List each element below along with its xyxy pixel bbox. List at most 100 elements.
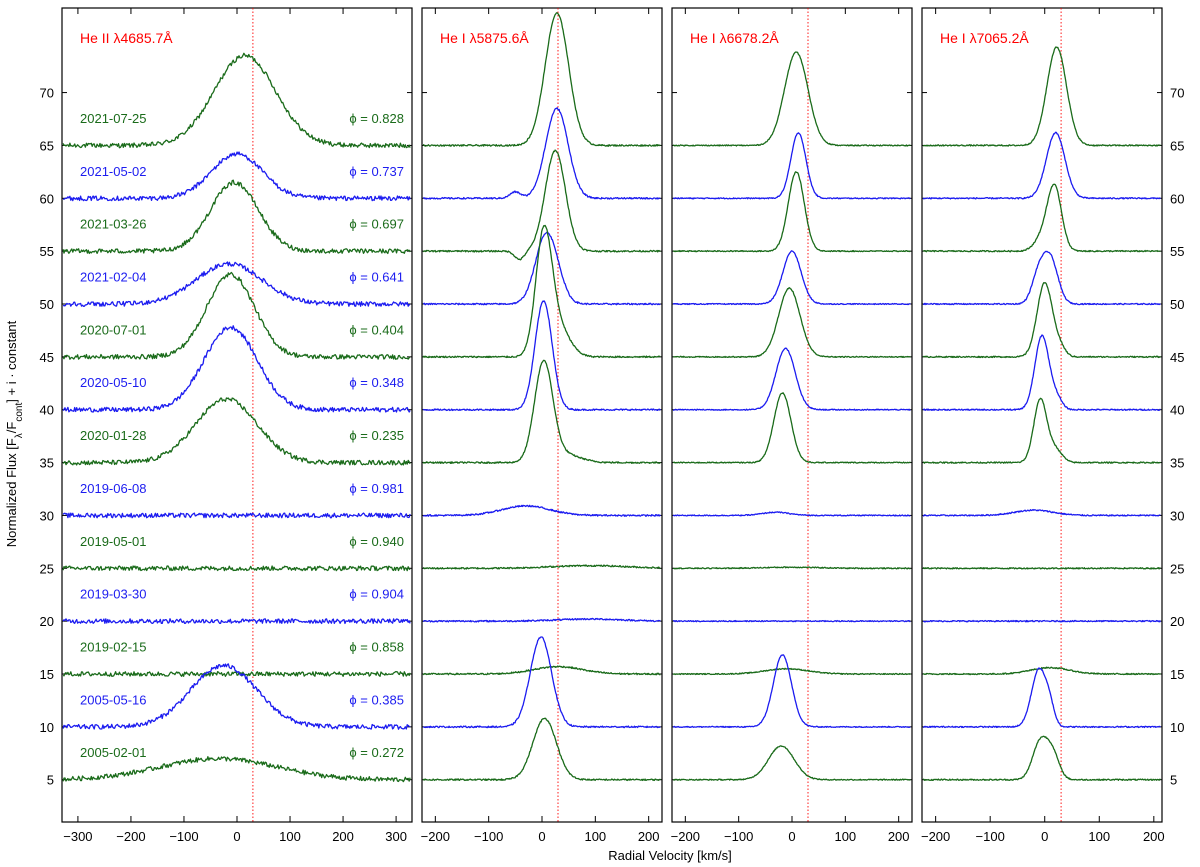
spectrum-line — [62, 179, 411, 255]
spectrum-line — [62, 618, 411, 625]
spectrum-line — [62, 271, 411, 360]
phase-label: ϕ = 0.737 — [349, 164, 404, 179]
y-tick-label-right: 55 — [1170, 244, 1184, 259]
date-label: 2021-02-04 — [80, 270, 147, 285]
y-tick-label-right: 45 — [1170, 350, 1184, 365]
y-tick-label: 45 — [40, 350, 54, 365]
phase-label: ϕ = 0.904 — [349, 587, 404, 602]
y-axis-label: Normalized Flux [Fλ/Fcont] + i · constan… — [4, 320, 25, 547]
spectrum-line — [422, 224, 661, 359]
y-tick-label-right: 70 — [1170, 86, 1184, 101]
y-tick-label: 55 — [40, 244, 54, 259]
spectrum-line — [672, 171, 911, 253]
spectrum-line — [422, 300, 661, 412]
date-label: 2019-03-30 — [80, 587, 147, 602]
spectrum-line — [422, 107, 661, 200]
date-label: 2005-05-16 — [80, 692, 147, 707]
y-tick-label-right: 30 — [1170, 508, 1184, 523]
x-axis-label: Radial Velocity [km/s] — [608, 848, 732, 863]
panel-title: He I λ6678.2Å — [690, 30, 779, 46]
x-tick-label: 200 — [1143, 829, 1165, 844]
y-tick-label: 15 — [40, 667, 54, 682]
spectrum-line — [922, 735, 1161, 781]
y-tick-label-right: 65 — [1170, 138, 1184, 153]
spectrum-line — [422, 617, 661, 623]
date-label: 2019-02-15 — [80, 640, 147, 655]
x-tick-label: 0 — [538, 829, 545, 844]
x-tick-label: −100 — [474, 829, 503, 844]
x-tick-label: 300 — [385, 829, 407, 844]
panel-4: −200 −100 0 100 200 He I λ7065.2Å — [921, 7, 1165, 844]
spectrum-line — [62, 671, 411, 677]
x-tick-label: −100 — [976, 829, 1005, 844]
x-tick-label: 100 — [584, 829, 606, 844]
panel-title: He I λ5875.6Å — [440, 30, 529, 46]
spectrum-line — [922, 282, 1161, 359]
phase-label: ϕ = 0.641 — [349, 270, 404, 285]
spectrum-line — [422, 665, 661, 676]
y-tick-label-right: 50 — [1170, 297, 1184, 312]
x-tick-label: 0 — [233, 829, 240, 844]
y-tick-label-right: 60 — [1170, 191, 1184, 206]
y-tick-label: 25 — [40, 561, 54, 576]
x-tick-label: −200 — [116, 829, 145, 844]
phase-label: ϕ = 0.385 — [349, 692, 404, 707]
spectrum-line — [672, 511, 911, 517]
x-tick-label: 100 — [279, 829, 301, 844]
date-label: 2021-03-26 — [80, 217, 147, 232]
y-tick-label: 70 — [40, 86, 54, 101]
spectrum-line — [62, 397, 411, 466]
x-tick-label: 0 — [1041, 829, 1048, 844]
panel-frame — [921, 7, 1163, 823]
x-tick-label: 200 — [332, 829, 354, 844]
spectrum-line — [422, 359, 661, 464]
spectrum-line — [422, 717, 661, 782]
spectrum-line — [672, 654, 911, 729]
spectrum-line — [672, 619, 911, 623]
spectrum-line — [922, 666, 1161, 676]
x-tick-label: 200 — [638, 829, 660, 844]
phase-label: ϕ = 0.858 — [349, 640, 404, 655]
spectrum-line — [672, 347, 911, 411]
phase-label: ϕ = 0.828 — [349, 111, 404, 126]
spectrum-line — [922, 667, 1161, 729]
y-tick-label-right: 25 — [1170, 561, 1184, 576]
spectrum-line — [672, 745, 911, 781]
y-tick-label: 20 — [40, 614, 54, 629]
x-tick-label: −200 — [671, 829, 700, 844]
x-tick-label: −100 — [169, 829, 198, 844]
spectrum-line — [923, 250, 1161, 306]
x-tick-label: −300 — [63, 829, 92, 844]
spectrum-line — [62, 756, 411, 783]
spectrum-line — [922, 46, 1161, 147]
spectrum-line — [922, 334, 1161, 411]
x-tick-label: −200 — [921, 829, 950, 844]
spectrum-line — [672, 667, 911, 676]
spectrum-line — [922, 131, 1161, 200]
date-label: 2021-07-25 — [80, 111, 147, 126]
y-tick-label-right: 5 — [1170, 773, 1177, 788]
spectrum-line — [422, 504, 661, 517]
date-label: 2020-05-10 — [80, 375, 147, 390]
y-tick-label: 35 — [40, 456, 54, 471]
y-tick-label: 10 — [40, 720, 54, 735]
x-tick-label: 100 — [834, 829, 856, 844]
spectrum-line — [672, 392, 911, 464]
phase-label: ϕ = 0.235 — [349, 428, 404, 443]
spectrum-line — [422, 149, 661, 261]
spectrum-line — [922, 619, 1161, 623]
y-tick-label: 60 — [40, 191, 54, 206]
spectrum-line — [63, 151, 411, 202]
x-tick-label: −100 — [724, 829, 753, 844]
date-label: 2005-02-01 — [80, 745, 147, 760]
spectrum-line — [62, 52, 411, 149]
spectrum-line — [672, 51, 911, 147]
panel-title: He II λ4685.7Å — [80, 30, 173, 46]
phase-label: ϕ = 0.981 — [349, 481, 404, 496]
panel-3: −200 −100 0 100 200 He I λ6678.2Å — [671, 7, 913, 844]
y-tick-label-right: 10 — [1170, 720, 1184, 735]
y-tick-label: 5 — [47, 773, 54, 788]
y-tick-label-right: 20 — [1170, 614, 1184, 629]
